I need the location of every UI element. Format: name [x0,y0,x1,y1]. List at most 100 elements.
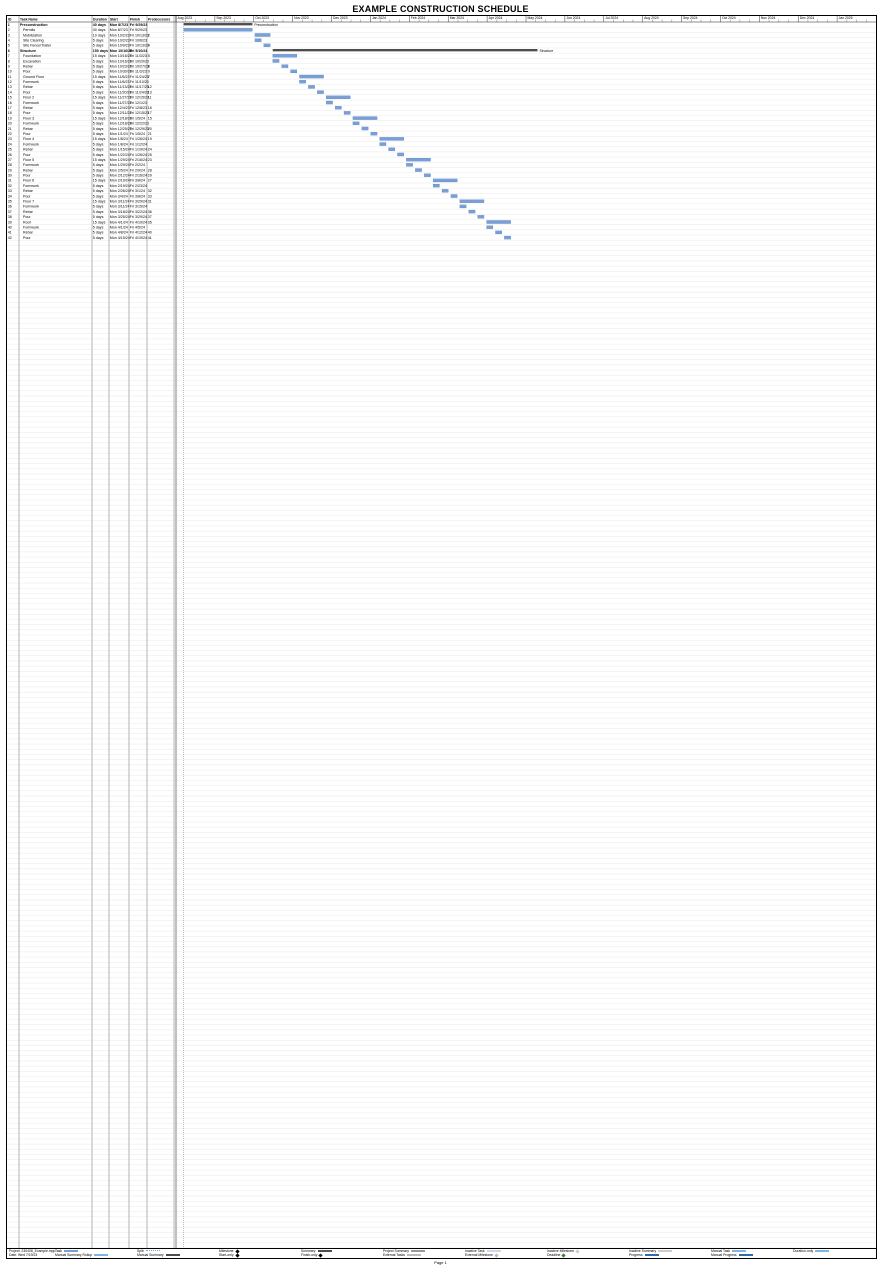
cell-finish: Fri 2/9/24 [130,168,145,172]
legend-item: Manual Progress [711,1253,753,1257]
legend-swatch [234,1252,240,1258]
cell-id: 33 [8,189,12,193]
cell-name: Rebar [23,106,34,110]
task-bar [379,142,387,146]
cell-finish: Fri 11/24/23 [130,90,149,94]
cell-finish: Fri 1/26/24 [130,153,147,157]
cell-pred: 5 [148,54,150,58]
cell-id: 8 [8,59,10,63]
legend-swatch [486,1250,501,1252]
cell-start: Mon 3/11/24 [110,205,130,209]
table-row: 12 Formwork 5 days Mon 11/6/23 Fri 11/10/23 [8,80,306,84]
cell-pred: 32 [148,189,152,193]
cell-dur: 5 days [93,231,104,235]
legend-label: Summary [301,1249,316,1253]
cell-pred: 31 [148,200,152,204]
task-bar [468,209,476,214]
cell-name: Formwork [23,122,39,126]
cell-id: 32 [8,184,12,188]
date-label: Date: Wed 7/19/23 [9,1253,38,1257]
legend-item: Split [137,1249,160,1253]
cell-finish: Fri 3/1/24 [130,189,145,193]
task-bar [495,230,502,235]
table-row: 32 Formwork 5 days Mon 2/19/24 Fri 2/23/24 [8,184,440,188]
cell-id: 11 [8,75,12,79]
cell-dur: 5 days [93,70,104,74]
cell-start: Mon 11/6/23 [110,80,130,84]
cell-start: Mon 10/16/23 [110,54,132,58]
month-label: Mar 2024 [450,16,464,20]
table-row: 24 Formwork 5 days Mon 1/8/24 Fri 1/12/24 [8,142,387,146]
legend-swatch [318,1252,324,1258]
month-label: Apr 2024 [489,16,503,20]
cell-name: Pour [23,111,31,115]
cell-id: 2 [8,28,10,32]
cell-name: Ground Floor [23,75,45,79]
cell-dur: 5 days [93,85,104,89]
cell-dur: 5 days [93,184,104,188]
table-row: 30 Pour 5 days Mon 2/12/24 Fri 2/16/24 29 [8,174,431,178]
cell-name: Rebar [23,231,34,235]
table-row: 42 Pour 5 days Mon 4/15/24 Fri 4/19/24 41 [8,236,511,240]
cell-pred: 16 [148,106,152,110]
cell-name: Site Fence/Trailer [23,44,52,48]
cell-finish: Fri 4/19/24 [130,236,147,240]
cell-dur: 5 days [93,142,104,146]
cell-name: Floor 2 [23,96,34,100]
cell-dur: 5 days [93,194,104,198]
cell-finish: Fri 12/22/23 [130,122,149,126]
cell-finish: Fri 12/15/23 [130,111,149,115]
task-bar [272,54,298,58]
cell-finish: Fri 4/5/24 [130,225,145,229]
cell-finish: Fri 9/29/23 [130,28,147,32]
cell-id: 12 [8,80,12,84]
legend-swatch [494,1252,499,1258]
cell-dur: 5 days [93,64,104,68]
legend-label: Project Summary [383,1249,410,1253]
cell-finish: Fri 1/19/24 [130,148,147,152]
task-bar [290,69,298,74]
table-row: 3 Mobilization 10 days Mon 10/2/23 Fri 10/13… [8,33,271,37]
cell-start: Mon 1/1/24 [110,132,128,136]
cell-id: 9 [8,64,10,68]
cell-finish: Fri 1/5/24 [130,132,145,136]
cell-name: Pour [23,153,31,157]
table-row: 25 Rebar 5 days Mon 1/15/24 Fri 1/19/24 24 [8,148,396,152]
table-row: 33 Rebar 5 days Mon 2/26/24 Fri 3/1/24 32 [8,189,449,193]
document-title: EXAMPLE CONSTRUCTION SCHEDULE [352,4,529,14]
task-bar [379,137,404,141]
legend-item: Duration-only [793,1249,830,1253]
legend-item: Finish-only [301,1252,324,1258]
cell-start: Mon 1/15/24 [110,148,130,152]
legend-label: Deadline [547,1253,561,1257]
cell-start: Mon 12/18/23 [110,116,132,120]
task-bar [272,59,280,63]
cell-name: Floor 5 [23,158,34,162]
cell-start: Mon 1/29/24 [110,163,130,167]
legend-swatch [815,1250,830,1252]
task-bar [450,194,458,198]
cell-pred: 17 [148,111,152,115]
legend-item: Summary [301,1249,332,1253]
cell-start: Mon 2/12/24 [110,174,130,178]
legend-item: Task [55,1249,78,1253]
month-label: Oct 2023 [255,16,269,20]
cell-finish: Fri 11/17/23 [130,85,149,89]
month-label: Jul 2024 [605,16,618,20]
cell-name: Formwork [23,163,39,167]
cell-start: Mon 3/25/24 [110,215,130,219]
cell-id: 41 [8,231,12,235]
cell-pred: 41 [148,236,152,240]
legend-item: Project Summary [383,1249,426,1253]
legend-swatch [317,1250,332,1252]
cell-pred: 15 [148,116,152,120]
cell-id: 22 [8,132,12,136]
cell-id: 23 [8,137,12,141]
cell-finish: Fri 3/29/24 [130,200,147,204]
cell-id: 24 [8,142,12,146]
cell-pred: 19 [148,137,152,141]
table-row: 40 Formwork 5 days Mon 4/1/24 Fri 4/5/24 [8,225,494,229]
cell-name: Floor 3 [23,116,34,120]
